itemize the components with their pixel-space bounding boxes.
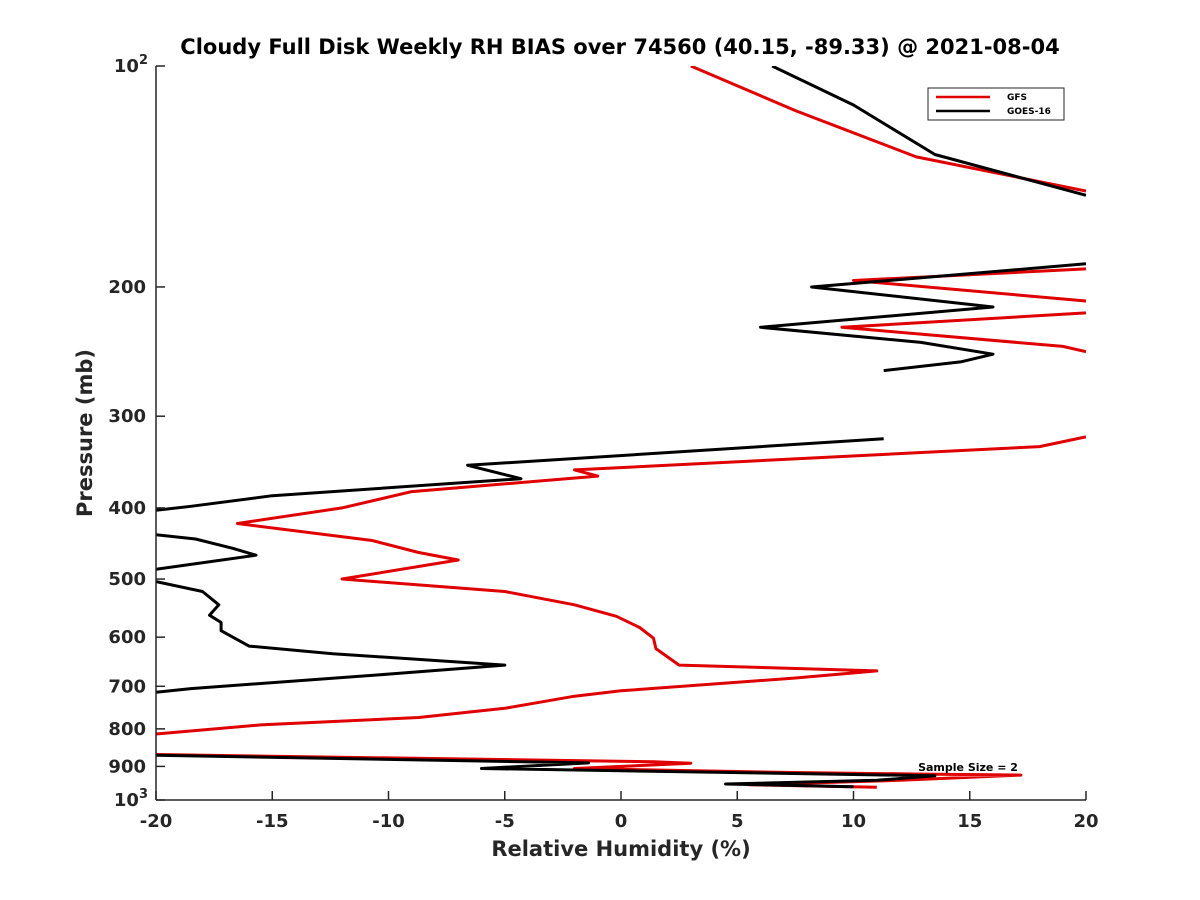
series-layer [156,66,1086,789]
axes-layer: -20 -15 -10 -5 0 5 10 15 20 102 200 300 400 500 600 700… [108,53,1098,832]
x-axis-label: Relative Humidity (%) [491,837,750,861]
y-tick-label: 900 [108,756,146,777]
y-tick-label: 600 [108,627,146,648]
x-tick-label: 15 [957,811,982,832]
series-line-goes-16 [156,66,1086,789]
y-tick-label: 300 [108,406,146,427]
chart-title: Cloudy Full Disk Weekly RH BIAS over 745… [180,35,1059,59]
x-tick-label: -5 [495,811,515,832]
y-axis-label: Pressure (mb) [73,349,97,517]
x-tick-label: 20 [1073,811,1098,832]
y-tick-label: 700 [108,676,146,697]
legend-entry: GFS [1007,93,1027,103]
x-tick-label: -20 [140,811,173,832]
x-tick-label: 5 [731,811,744,832]
y-tick-label: 400 [108,498,146,519]
x-tick-label: -15 [256,811,289,832]
x-tick-label: 10 [841,811,866,832]
x-tick-label: 0 [615,811,628,832]
legend-box [927,87,1065,121]
series-line-gfs [156,66,1086,789]
y-tick-label: 800 [108,719,146,740]
y-tick-label: 200 [108,277,146,298]
y-tick-label: 103 [114,787,148,811]
x-tick-label: -10 [372,811,405,832]
sample-size-annotation: Sample Size = 2 [918,761,1018,774]
y-tick-label: 102 [114,53,148,77]
y-tick-label: 500 [108,569,146,590]
legend: GFS GOES-16 [927,87,1065,121]
legend-entry: GOES-16 [1007,107,1051,117]
